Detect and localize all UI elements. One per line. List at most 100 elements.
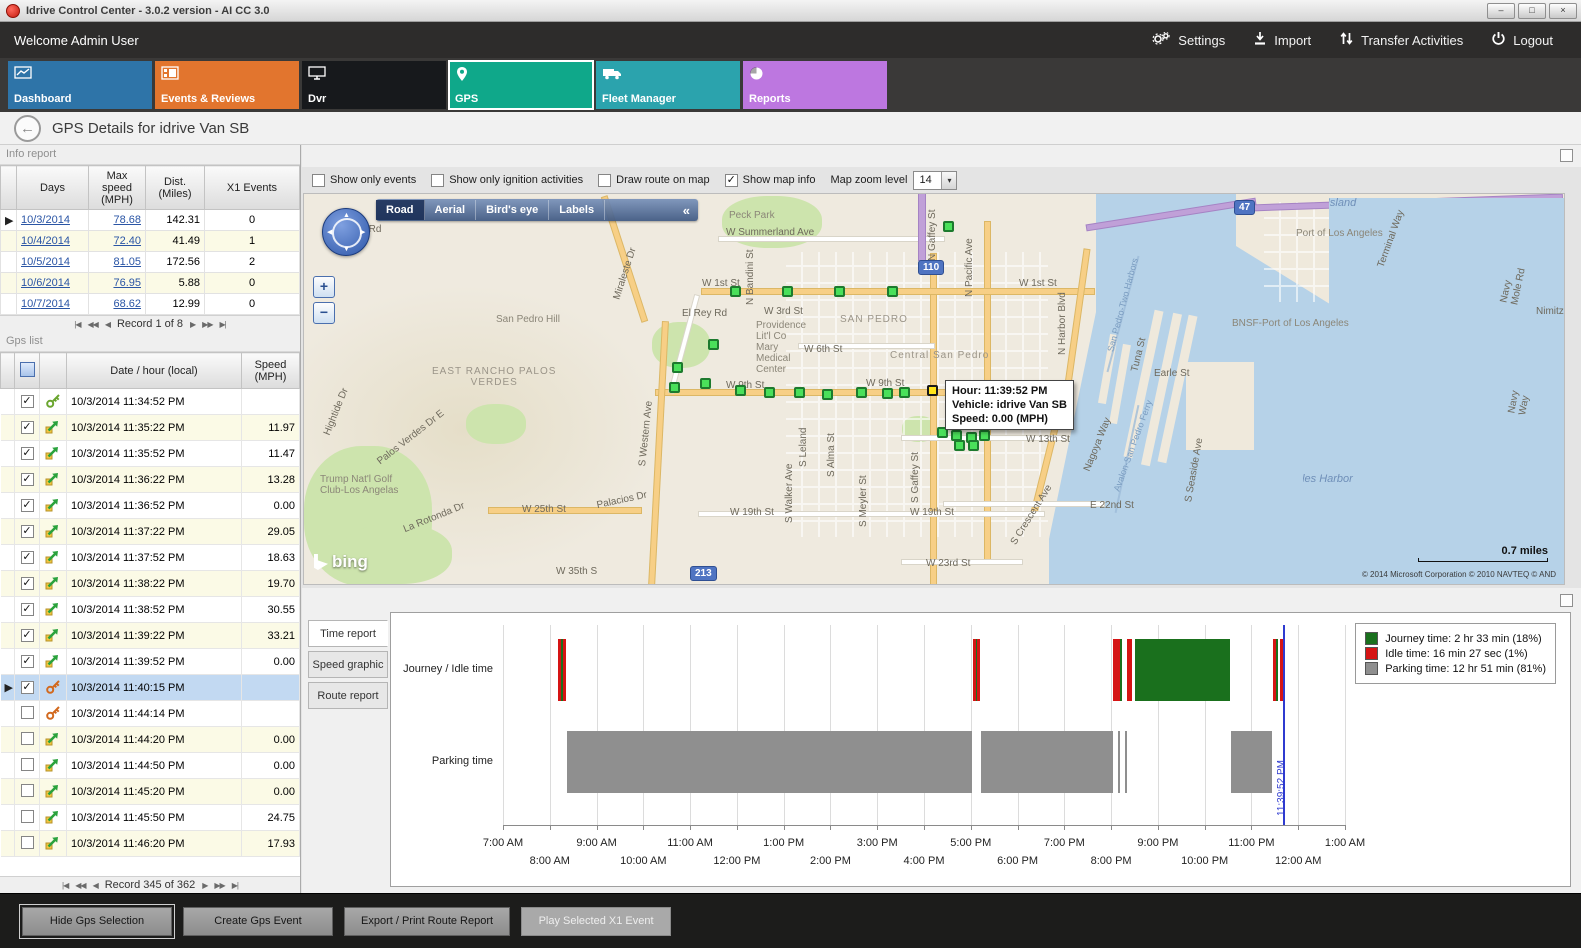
map-option-show-map-info[interactable]: ✓ Show map info (724, 173, 816, 187)
row-checkbox[interactable]: ✓ (20, 551, 34, 564)
gps-list-row[interactable]: ✓ 10/3/2014 11:35:52 PM 11.47 (0, 440, 300, 467)
report-panel-collapse-icon[interactable] (1560, 594, 1573, 607)
gps-list-row[interactable]: ✓ 10/3/2014 11:37:22 PM 29.05 (0, 518, 300, 545)
map-compass-control[interactable]: ▲ ▼ ◀ ▶ (322, 208, 370, 256)
day-link[interactable]: 10/4/2014 (21, 235, 70, 247)
row-checkbox[interactable]: ✓ (20, 655, 34, 668)
footer-button-hide-gps-selection[interactable]: Hide Gps Selection (19, 903, 175, 939)
compass-right-arrow[interactable]: ▶ (360, 229, 366, 236)
row-checkbox[interactable]: ✓ (20, 395, 34, 408)
gps-point-marker[interactable] (782, 286, 793, 297)
row-checkbox[interactable] (20, 809, 34, 823)
pager-prev-button[interactable]: ◀ (104, 319, 111, 329)
info-column-header[interactable]: X1 Events (204, 165, 300, 210)
gps-point-marker[interactable] (887, 286, 898, 297)
info-report-row[interactable]: 10/4/2014 72.40 41.49 1 (0, 230, 300, 252)
footer-button-export-print-route-report[interactable]: Export / Print Route Report (344, 906, 511, 936)
compass-up-arrow[interactable]: ▲ (343, 212, 350, 219)
report-tab-route-report[interactable]: Route report (308, 682, 388, 709)
gps-point-marker[interactable] (954, 440, 965, 451)
window-minimize-button[interactable]: – (1487, 2, 1515, 19)
window-maximize-button[interactable]: □ (1518, 2, 1546, 19)
row-checkbox[interactable]: ✓ (20, 447, 34, 460)
nav-tab-events-reviews[interactable]: Events & Reviews (155, 61, 299, 109)
row-checkbox[interactable] (20, 835, 34, 849)
gps-point-marker[interactable] (708, 339, 719, 350)
pager-prev-button[interactable]: ◀ (92, 880, 99, 890)
row-checkbox[interactable]: ✓ (20, 603, 34, 616)
gps-point-marker[interactable] (822, 389, 833, 400)
report-tab-time-report[interactable]: Time report (308, 620, 388, 647)
window-close-button[interactable]: × (1549, 2, 1577, 19)
map-option-draw-route-on-map[interactable]: Draw route on map (598, 173, 710, 187)
settings-button[interactable]: Settings (1151, 31, 1225, 50)
pager-prevpage-button[interactable]: ◀◀ (87, 319, 99, 329)
back-button[interactable]: ← (14, 114, 41, 142)
row-checkbox[interactable]: ✓ (20, 681, 34, 694)
map-bar-collapse-icon[interactable]: « (682, 202, 690, 218)
gps-point-marker[interactable] (672, 362, 683, 373)
map-option-show-only-ignition-activities[interactable]: Show only ignition activities (431, 173, 583, 187)
row-checkbox[interactable] (20, 783, 34, 797)
select-all-icon[interactable] (19, 361, 35, 377)
row-checkbox[interactable]: ✓ (20, 499, 34, 512)
pager-next-button[interactable]: ▶ (190, 319, 196, 329)
footer-button-create-gps-event[interactable]: Create Gps Event (183, 906, 333, 936)
gps-list-row[interactable]: 10/3/2014 11:46:20 PM 17.93 (0, 830, 300, 857)
checkbox-icon[interactable]: ✓ (724, 173, 738, 187)
gps-list-row[interactable]: ✓ 10/3/2014 11:39:22 PM 33.21 (0, 622, 300, 649)
nav-tab-dashboard[interactable]: Dashboard (8, 61, 152, 109)
gps-point-marker[interactable] (764, 387, 775, 398)
compass-left-arrow[interactable]: ◀ (327, 229, 333, 236)
footer-button-play-selected-x1-event[interactable]: Play Selected X1 Event (521, 906, 672, 936)
map-zoom-select[interactable]: 14 ▾ (913, 170, 958, 190)
gps-list-row[interactable]: ✓ 10/3/2014 11:38:52 PM 30.55 (0, 596, 300, 623)
max-speed-link[interactable]: 72.40 (113, 235, 141, 247)
gps-column-header[interactable]: Speed (MPH) (241, 352, 300, 389)
row-checkbox[interactable] (20, 731, 34, 745)
logout-button[interactable]: Logout (1491, 31, 1553, 49)
gps-column-header[interactable]: Date / hour (local) (66, 352, 242, 389)
checkbox-icon[interactable] (312, 173, 325, 187)
map-panel-collapse-icon[interactable] (1560, 149, 1573, 162)
map-view-tab-road[interactable]: Road (376, 200, 425, 220)
pager-nextpage-button[interactable]: ▶▶ (214, 880, 225, 890)
max-speed-link[interactable]: 68.62 (113, 298, 141, 310)
row-checkbox[interactable] (20, 705, 34, 719)
info-report-row[interactable]: 10/6/2014 76.95 5.88 0 (0, 272, 300, 294)
transfer-activities-button[interactable]: Transfer Activities (1339, 31, 1463, 49)
max-speed-link[interactable]: 76.95 (113, 277, 141, 289)
row-checkbox[interactable] (20, 757, 34, 771)
gps-point-marker[interactable] (968, 440, 979, 451)
gps-point-marker[interactable] (794, 387, 805, 398)
gps-point-marker[interactable] (899, 387, 910, 398)
map-zoom-out-button[interactable]: − (313, 302, 335, 324)
gps-point-marker[interactable] (979, 430, 990, 441)
selected-gps-marker[interactable] (927, 385, 938, 396)
import-button[interactable]: Import (1253, 31, 1311, 49)
day-link[interactable]: 10/7/2014 (21, 298, 70, 310)
gps-list-row[interactable]: ✓ 10/3/2014 11:39:52 PM 0.00 (0, 648, 300, 675)
map-view-tab-labels[interactable]: Labels (549, 200, 606, 220)
gps-list-row[interactable]: ✓ 10/3/2014 11:34:52 PM (0, 388, 300, 415)
row-checkbox[interactable]: ✓ (20, 629, 34, 642)
day-link[interactable]: 10/6/2014 (21, 277, 70, 289)
info-report-row[interactable]: 10/5/2014 81.05 172.56 2 (0, 251, 300, 273)
gps-list-row[interactable]: 10/3/2014 11:44:20 PM 0.00 (0, 726, 300, 753)
info-report-row[interactable]: 10/7/2014 68.62 12.99 0 (0, 293, 300, 315)
info-column-header[interactable]: Days (16, 165, 89, 210)
gps-point-marker[interactable] (834, 286, 845, 297)
pager-nextpage-button[interactable]: ▶▶ (202, 319, 213, 329)
nav-tab-gps[interactable]: GPS (448, 60, 594, 110)
nav-tab-reports[interactable]: Reports (743, 61, 887, 109)
gps-point-marker[interactable] (730, 286, 741, 297)
day-link[interactable]: 10/3/2014 (21, 214, 70, 226)
gps-list-row[interactable]: ▶ ✓ 10/3/2014 11:40:15 PM (0, 674, 300, 701)
gps-point-marker[interactable] (882, 388, 893, 399)
gps-point-marker[interactable] (700, 378, 711, 389)
gps-list-row[interactable]: 10/3/2014 11:44:14 PM (0, 700, 300, 727)
map-zoom-in-button[interactable]: + (313, 276, 335, 298)
pager-first-button[interactable]: |◀ (74, 319, 81, 329)
gps-list-row[interactable]: 10/3/2014 11:45:20 PM 0.00 (0, 778, 300, 805)
